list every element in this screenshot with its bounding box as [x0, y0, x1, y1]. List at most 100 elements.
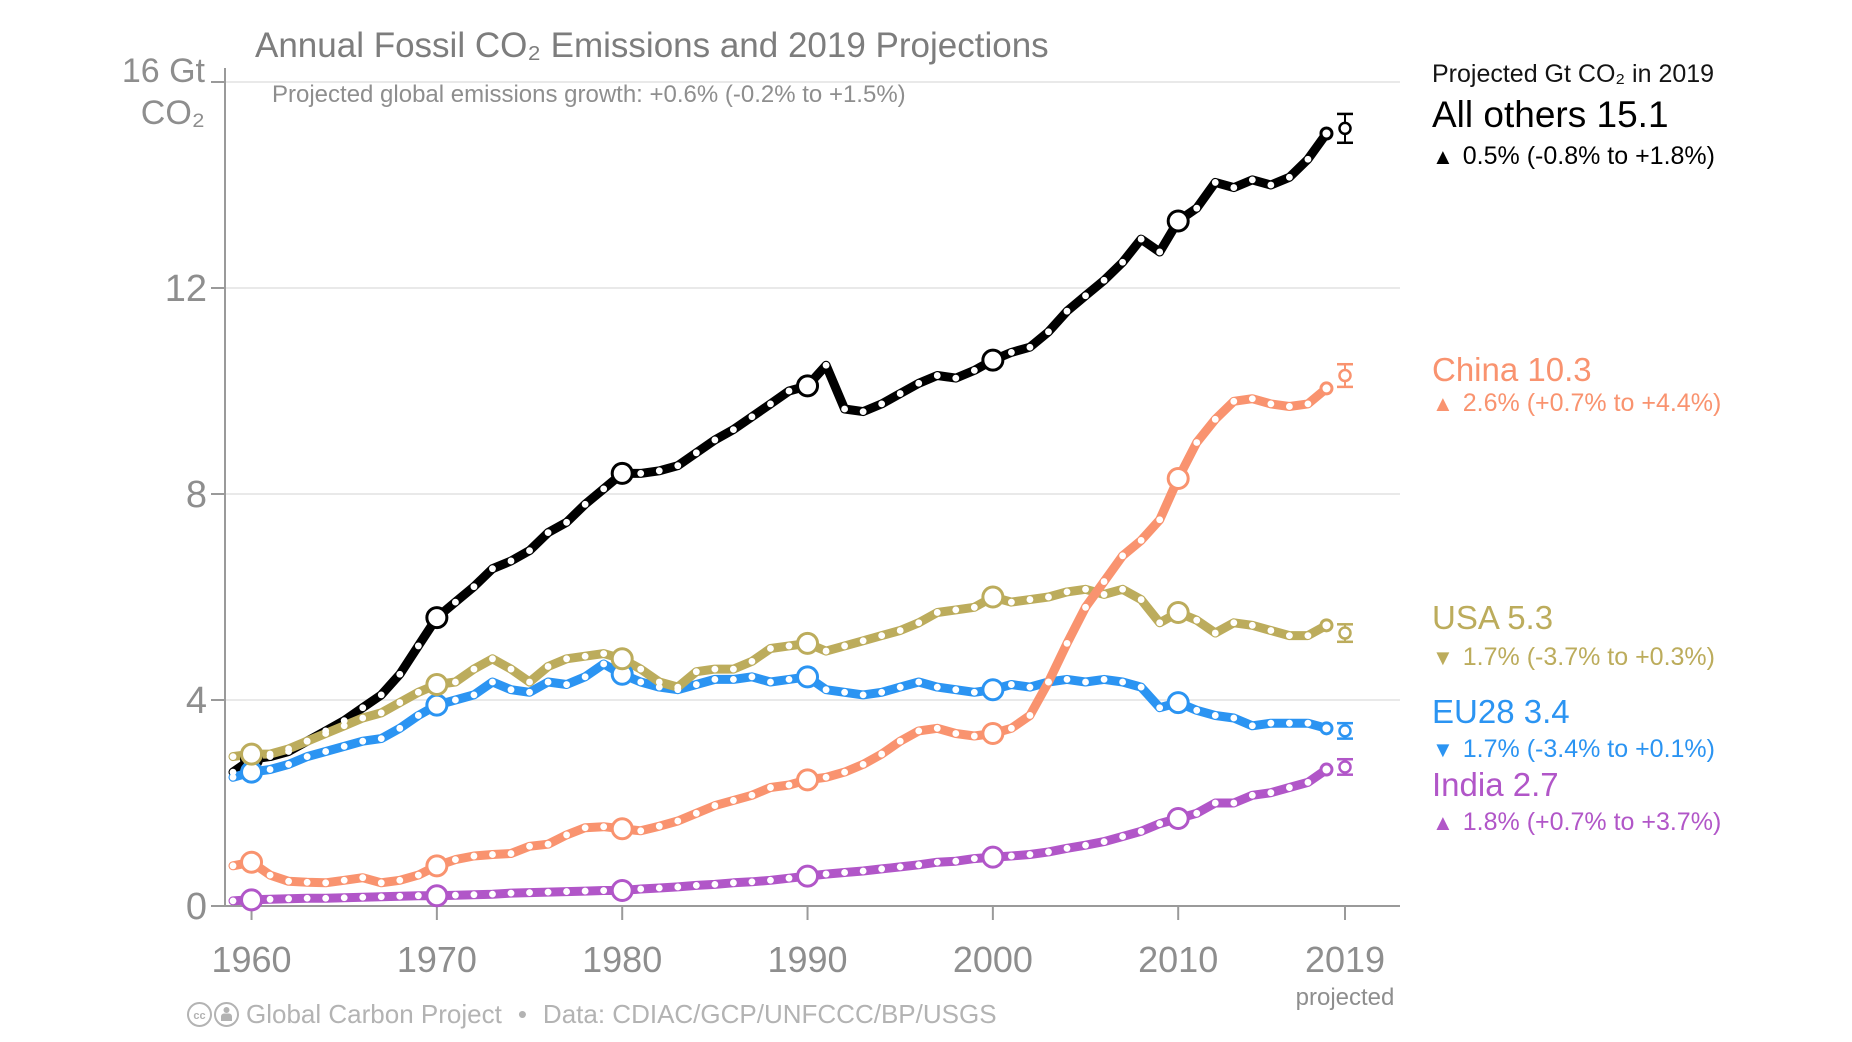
- y-tick-label: 0: [186, 886, 207, 928]
- year-dot: [1230, 619, 1238, 627]
- legend-label-usa: USA 5.3: [1432, 599, 1554, 636]
- year-dot: [489, 678, 496, 686]
- year-dot: [266, 895, 274, 903]
- year-dot: [970, 732, 978, 740]
- down-triangle-icon: ▼: [1432, 645, 1454, 670]
- year-dot: [544, 678, 552, 686]
- year-dot: [785, 642, 793, 650]
- year-dot: [674, 462, 682, 470]
- year-dot: [285, 745, 292, 753]
- year-dot: [507, 665, 515, 673]
- end-marker-india: [1319, 762, 1334, 777]
- year-dot: [396, 699, 404, 706]
- year-dot: [841, 688, 848, 696]
- year-dot: [1137, 235, 1145, 243]
- year-dot: [414, 712, 422, 719]
- year-dot: [1082, 841, 1089, 849]
- year-dot: [822, 870, 830, 878]
- footer-bullet: •: [517, 999, 527, 1029]
- y-tick-label: 12: [165, 268, 207, 310]
- decade-marker-eu28: [425, 693, 449, 717]
- year-dot: [896, 737, 904, 745]
- page-title: Annual Fossil CO₂ Emissions and 2019 Pro…: [255, 26, 1049, 65]
- year-dot: [711, 665, 719, 673]
- year-dot: [285, 895, 292, 903]
- decade-marker-all-others: [1166, 209, 1190, 233]
- projection-point-eu28: [1338, 724, 1352, 738]
- year-dot: [377, 879, 385, 887]
- year-dot: [581, 673, 589, 681]
- year-dot: [841, 869, 848, 876]
- year-dot: [340, 742, 348, 750]
- year-dot: [1100, 276, 1108, 284]
- end-marker-china: [1319, 381, 1334, 396]
- cc-icon: cc: [187, 1002, 212, 1027]
- year-dot: [229, 862, 237, 870]
- year-dot: [600, 823, 608, 831]
- year-dot: [785, 676, 793, 683]
- decade-marker-usa: [796, 631, 820, 655]
- year-dot: [730, 426, 737, 434]
- year-dot: [915, 619, 923, 627]
- x-tick-label: 2019: [1305, 939, 1385, 980]
- end-marker-all-others: [1319, 126, 1334, 141]
- year-dot: [1286, 719, 1293, 727]
- year-dot: [1211, 799, 1219, 807]
- decade-marker-china: [1166, 467, 1190, 491]
- year-dot: [396, 670, 404, 678]
- year-dot: [655, 678, 663, 686]
- decade-marker-all-others: [796, 374, 820, 398]
- decade-marker-india: [240, 888, 264, 912]
- year-dot: [489, 565, 496, 573]
- year-dot: [1156, 704, 1164, 712]
- x-tick-label: 1960: [211, 939, 291, 980]
- year-dot: [507, 889, 515, 897]
- year-dot: [563, 655, 570, 663]
- year-dot: [674, 683, 682, 691]
- year-dot: [1137, 827, 1145, 835]
- year-dot: [730, 879, 737, 887]
- year-dot: [377, 893, 385, 901]
- year-dot: [896, 627, 904, 634]
- series-line-china: [228, 383, 1331, 888]
- year-dot: [414, 871, 422, 879]
- year-dot: [767, 400, 774, 408]
- year-dot: [489, 851, 496, 858]
- decade-marker-eu28: [1166, 691, 1190, 715]
- year-dot: [526, 889, 533, 897]
- year-dot: [452, 678, 459, 686]
- year-dot: [544, 888, 552, 896]
- series-line-all-others: [228, 129, 1331, 777]
- year-dot: [859, 691, 867, 699]
- year-dot: [1082, 603, 1089, 611]
- year-dot: [878, 865, 886, 873]
- decade-marker-india: [425, 884, 449, 908]
- year-dot: [692, 809, 700, 817]
- legend-label-india: India 2.7: [1432, 766, 1559, 803]
- series-line-usa: [228, 584, 1331, 762]
- decade-marker-usa: [240, 742, 264, 766]
- year-dot: [377, 691, 385, 699]
- year-dot: [637, 827, 645, 835]
- year-dot: [1026, 343, 1034, 351]
- year-dot: [767, 876, 774, 884]
- year-dot: [452, 696, 459, 704]
- year-dot: [785, 387, 793, 395]
- year-dot: [1286, 632, 1293, 640]
- year-dot: [359, 704, 367, 712]
- legend-growth-china: ▲ 2.6% (+0.7% to +4.4%): [1432, 389, 1721, 418]
- year-dot: [581, 824, 589, 832]
- year-dot: [1248, 621, 1256, 629]
- year-dot: [1193, 439, 1201, 446]
- year-dot: [563, 518, 570, 526]
- year-dot: [822, 647, 830, 655]
- year-dot: [970, 855, 978, 863]
- legend-label-china: China 10.3: [1432, 351, 1592, 388]
- decade-marker-eu28: [981, 678, 1005, 702]
- year-dot: [1026, 596, 1034, 603]
- year-dot: [1267, 627, 1275, 634]
- decade-marker-all-others: [981, 348, 1005, 372]
- year-dot: [581, 652, 589, 660]
- year-dot: [822, 773, 830, 781]
